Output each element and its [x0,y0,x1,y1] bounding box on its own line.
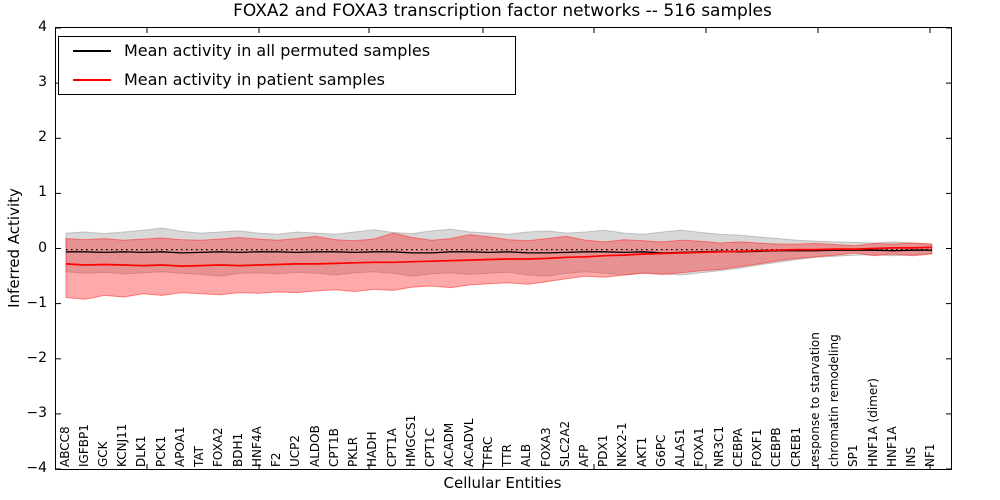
x-tick-label: FOXA2 [211,427,226,467]
y-tick-label: 2 [38,129,47,146]
x-tick-label: PDX1 [596,434,611,467]
x-tick-label: CEBPA [730,428,745,467]
x-tick-label: SP1 [846,444,861,468]
legend-label: Mean activity in all permuted samples [124,41,431,60]
x-tick-label: ALDOB [307,425,322,467]
x-tick-label: DLK1 [134,435,149,467]
x-tick-label: FOXA3 [538,427,553,467]
x-tick-label: UCP2 [288,434,303,467]
x-tick-label: NKX2-1 [615,422,630,467]
chart-title: FOXA2 and FOXA3 transcription factor net… [233,1,772,21]
x-axis-label: Cellular Entities [443,474,562,492]
x-tick-label: FOXF1 [750,428,765,467]
x-tick-label: ACADVL [461,418,476,467]
x-tick-label: TFRC [480,436,495,467]
x-tick-label: CPT1C [423,428,438,467]
chart-canvas [56,28,951,469]
y-tick-label: 0 [38,239,47,256]
x-tick-label: HNF1A (dimer) [865,378,880,467]
legend-item-permuted: Mean activity in all permuted samples [59,39,515,63]
x-tick-label: GCK [95,441,110,467]
x-tick-label: HNF1A [884,426,899,467]
x-tick-label: AFP [576,444,591,467]
y-tick-label: 4 [38,19,47,35]
y-tick-label: −4 [26,460,47,476]
legend: Mean activity in all permuted samples Me… [58,36,516,95]
x-tick-label: CREB1 [788,426,803,467]
x-tick-label: ALB [519,443,534,467]
x-tick-label: HADH [365,431,380,468]
x-tick-label: AKT1 [634,436,649,467]
legend-label: Mean activity in patient samples [124,70,385,89]
x-tick-label: NF1 [923,443,938,467]
x-tick-label: HMGCS1 [403,414,418,467]
legend-item-patient: Mean activity in patient samples [59,68,515,92]
y-tick-label: −2 [26,349,47,366]
x-tick-label: chromatin remodeling [827,334,842,467]
x-tick-label: G6PC [653,434,668,467]
x-tick-label: ABCC8 [57,426,72,467]
y-tick-label: −3 [26,404,47,421]
x-tick-label: TTR [500,444,515,467]
x-tick-label: PKLR [346,436,361,467]
x-tick-label: APOA1 [172,426,187,467]
x-tick-label: SLC2A2 [557,420,572,467]
x-tick-label: HNF4A [249,426,264,467]
y-tick-label: −1 [26,294,47,311]
x-tick-label: FOXA1 [692,427,707,467]
x-tick-label: CEBPB [769,427,784,467]
x-tick-label: NR3C1 [711,426,726,467]
x-tick-label: TAT [192,445,207,467]
black-line-sample-icon [73,50,111,52]
plot-area [55,27,952,470]
x-tick-label: INS [904,446,919,467]
red-line-sample-icon [73,79,111,81]
x-tick-label: CPT1A [384,428,399,467]
x-tick-label: response to starvation [807,332,822,467]
x-tick-label: ACADM [442,422,457,467]
x-tick-label: PCK1 [153,435,168,467]
y-tick-label: 1 [38,184,47,201]
x-tick-label: F2 [269,452,284,467]
x-tick-label: KCNJ11 [115,423,130,467]
x-tick-label: CPT1B [326,428,341,467]
x-tick-label: ALAS1 [673,428,688,467]
y-tick-label: 3 [38,74,47,91]
x-tick-label: IGFBP1 [76,424,91,467]
series-line-1 [65,246,932,267]
x-tick-label: BDH1 [230,432,245,467]
